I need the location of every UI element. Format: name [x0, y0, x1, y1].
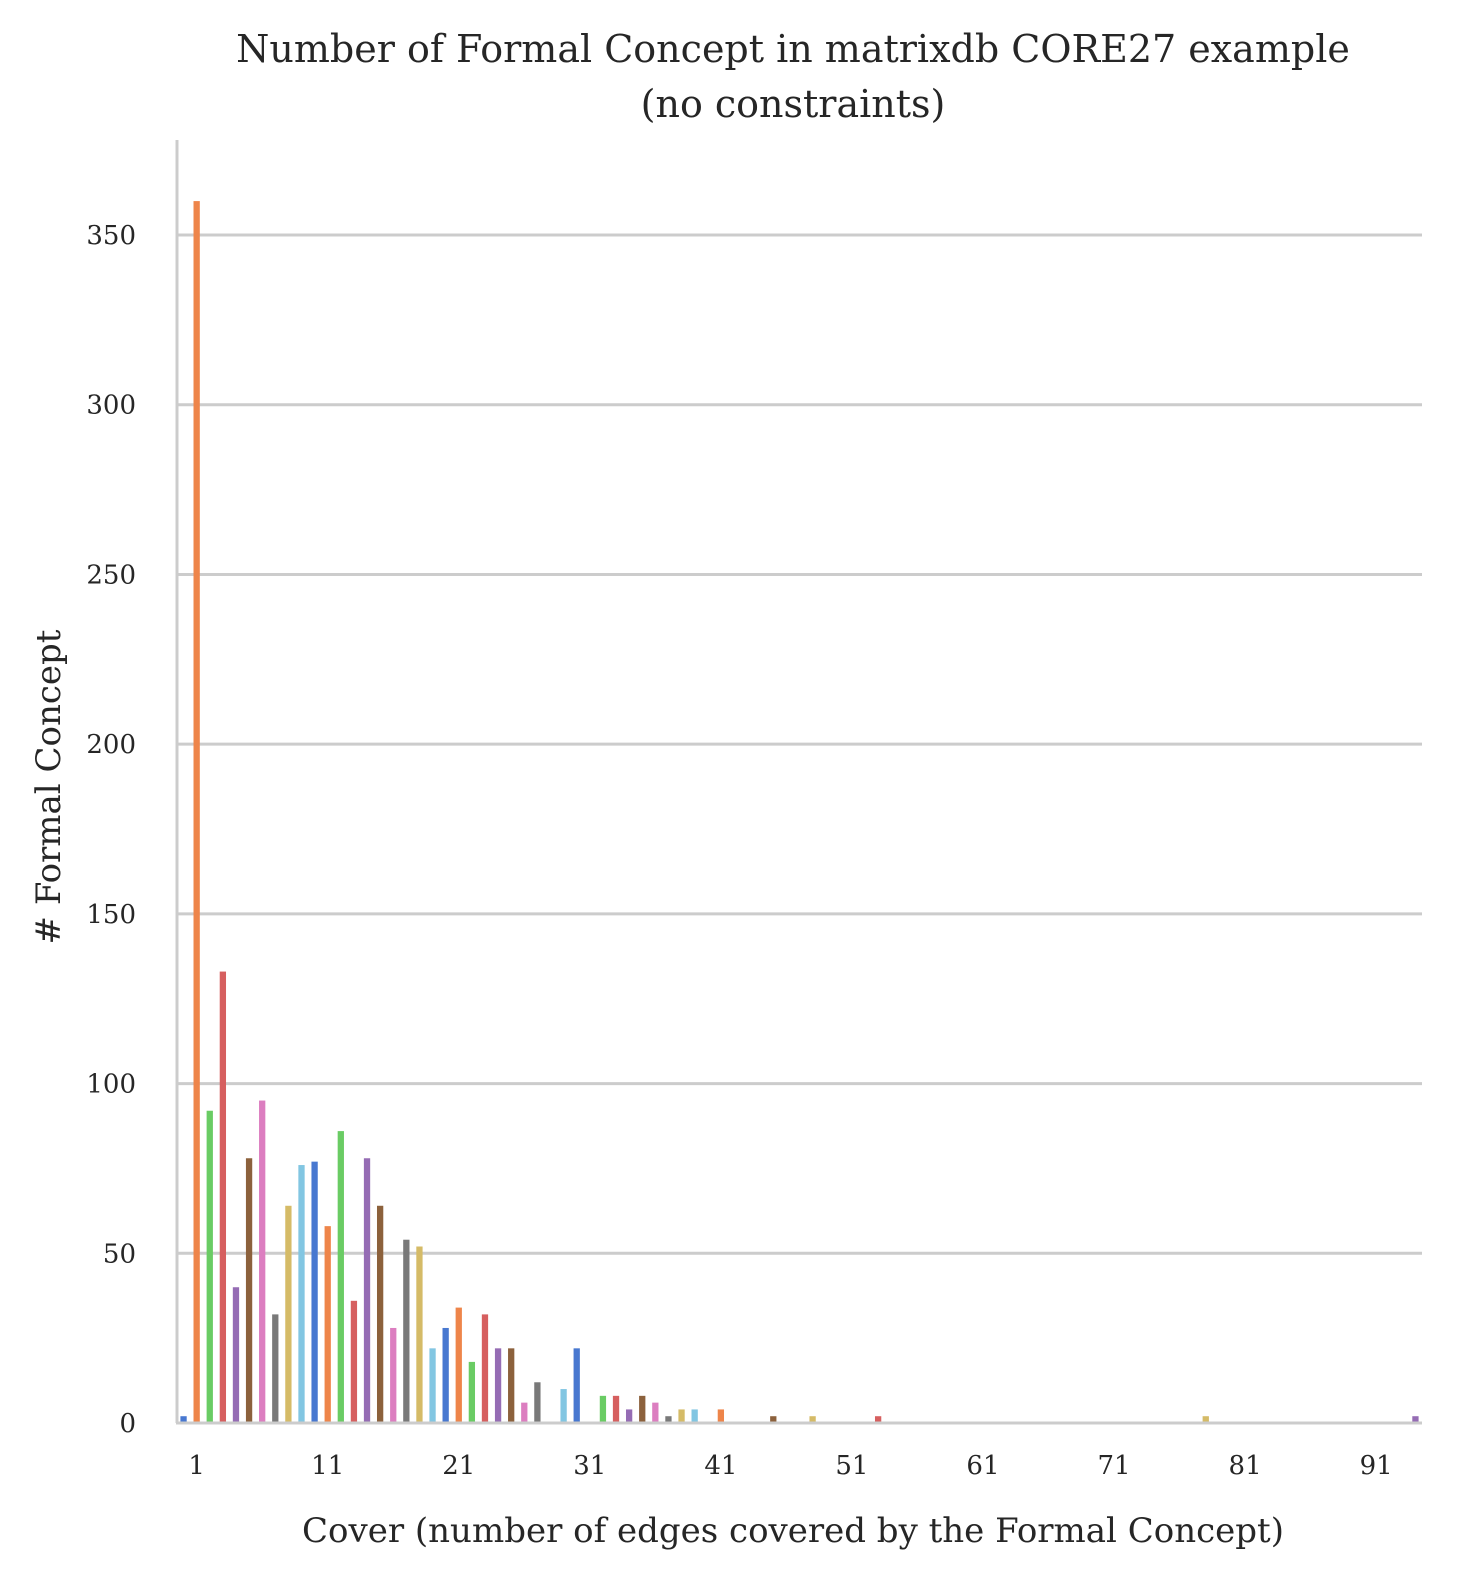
y-tick-label: 150	[86, 900, 136, 930]
y-tick-label: 100	[86, 1070, 136, 1100]
x-axis-label: Cover (number of edges covered by the Fo…	[302, 1511, 1284, 1551]
bar-53	[874, 1416, 882, 1423]
bar-20	[442, 1327, 449, 1423]
bar-19	[429, 1348, 436, 1423]
bar-26	[521, 1402, 528, 1423]
bar-21	[455, 1307, 462, 1423]
bar-0	[180, 1416, 187, 1423]
bar-14	[363, 1158, 371, 1423]
y-tick-label: 250	[86, 560, 136, 590]
bar-2	[206, 1110, 213, 1423]
bar-4	[232, 1287, 240, 1423]
bar-48	[809, 1416, 816, 1423]
x-tick-labels: 1 11 21 31 41 51 61 71 81 91	[188, 1451, 1392, 1481]
bar-16	[390, 1327, 397, 1423]
bar-94	[1412, 1416, 1419, 1423]
bar-39	[691, 1409, 698, 1423]
bar-38	[678, 1409, 685, 1423]
y-tick-labels: 0 50 100 150 200 250 300 350	[86, 221, 136, 1439]
bar-22	[468, 1361, 476, 1423]
bar-30	[573, 1348, 580, 1423]
bar-17	[403, 1239, 410, 1423]
bar-23	[481, 1314, 489, 1423]
x-tick-label: 91	[1360, 1451, 1393, 1481]
y-tick-label: 200	[86, 730, 136, 760]
bar-35	[639, 1395, 646, 1423]
x-tick-label: 21	[442, 1451, 475, 1481]
bar-18	[416, 1246, 423, 1423]
bar-7	[272, 1314, 279, 1423]
bar-15	[376, 1205, 384, 1423]
bar-78	[1202, 1416, 1209, 1423]
gridlines	[177, 233, 1422, 1255]
chart-title-line-1: Number of Formal Concept in matrixdb COR…	[236, 27, 1350, 71]
y-tick-label: 0	[119, 1409, 136, 1439]
y-axis-label: # Formal Concept	[29, 629, 69, 944]
bar-27	[534, 1382, 541, 1423]
x-tick-label: 31	[573, 1451, 606, 1481]
bar-13	[350, 1300, 358, 1423]
bar-36	[652, 1402, 659, 1423]
y-tick-label: 300	[86, 391, 136, 421]
bar-11	[324, 1226, 331, 1423]
bar-32	[599, 1395, 607, 1423]
bar-41	[717, 1409, 725, 1423]
y-tick-label: 350	[86, 221, 136, 251]
bar-6	[259, 1100, 266, 1423]
y-tick-label: 50	[103, 1239, 136, 1269]
bars	[180, 201, 1419, 1424]
chart-title-line-2: (no constraints)	[641, 82, 946, 126]
bar-45	[770, 1416, 777, 1423]
x-tick-label: 51	[835, 1451, 868, 1481]
bar-1	[193, 201, 200, 1424]
x-tick-label: 71	[1097, 1451, 1130, 1481]
bar-34	[625, 1409, 633, 1423]
bar-5	[245, 1158, 253, 1423]
x-tick-label: 41	[704, 1451, 737, 1481]
x-tick-label: 1	[188, 1451, 205, 1481]
bar-29	[560, 1389, 567, 1423]
bar-37	[665, 1416, 672, 1423]
bar-25	[508, 1348, 515, 1423]
x-tick-label: 11	[311, 1451, 344, 1481]
x-tick-label: 81	[1229, 1451, 1262, 1481]
bar-9	[298, 1165, 305, 1423]
bar-33	[612, 1395, 620, 1423]
bar-10	[311, 1161, 318, 1423]
x-tick-label: 61	[966, 1451, 999, 1481]
bar-24	[494, 1348, 502, 1423]
bar-3	[219, 971, 227, 1423]
bar-8	[285, 1205, 292, 1423]
bar-12	[337, 1131, 344, 1423]
